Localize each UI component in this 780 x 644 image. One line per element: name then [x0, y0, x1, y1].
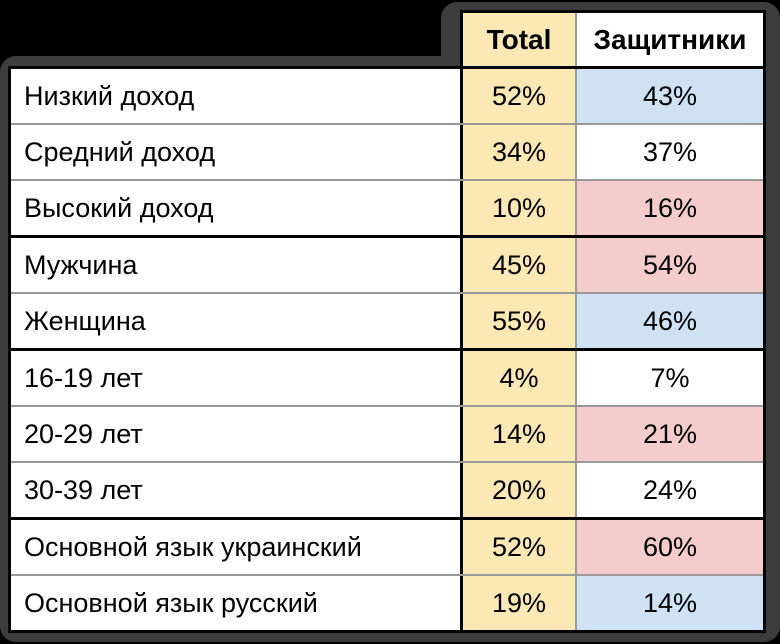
table-row: 20-29 лет 14% 21%: [11, 405, 763, 461]
row-label: 16-19 лет: [11, 351, 460, 405]
table-row: Женщина 55% 46%: [11, 292, 763, 348]
defenders-value: 43%: [575, 69, 763, 123]
row-label: Женщина: [11, 294, 460, 348]
table-row: Основной язык украинский 52% 60%: [11, 517, 763, 574]
table-row: Основной язык русский 19% 14%: [11, 574, 763, 630]
total-value: 34%: [460, 125, 575, 179]
total-value: 14%: [460, 407, 575, 461]
row-label: 20-29 лет: [11, 407, 460, 461]
total-value: 55%: [460, 294, 575, 348]
defenders-value: 60%: [575, 520, 763, 574]
row-label: 30-39 лет: [11, 463, 460, 517]
row-label: Низкий доход: [11, 69, 460, 123]
defenders-value: 54%: [575, 238, 763, 292]
total-value: 4%: [460, 351, 575, 405]
row-label: Основной язык русский: [11, 576, 460, 630]
header-cell-defenders: Защитники: [575, 13, 763, 66]
total-value: 10%: [460, 181, 575, 235]
table-row: Средний доход 34% 37%: [11, 123, 763, 179]
defenders-value: 24%: [575, 463, 763, 517]
total-value: 52%: [460, 69, 575, 123]
defenders-value: 46%: [575, 294, 763, 348]
data-table: Низкий доход 52% 43% Средний доход 34% 3…: [8, 66, 766, 633]
defenders-value: 37%: [575, 125, 763, 179]
total-value: 20%: [460, 463, 575, 517]
defenders-value: 14%: [575, 576, 763, 630]
defenders-value: 21%: [575, 407, 763, 461]
table-row: Высокий доход 10% 16%: [11, 179, 763, 235]
table-header-row: Total Защитники: [460, 10, 766, 69]
row-label: Основной язык украинский: [11, 520, 460, 574]
table-row: Мужчина 45% 54%: [11, 235, 763, 292]
header-cell-total: Total: [463, 13, 575, 66]
table-row: 30-39 лет 20% 24%: [11, 461, 763, 517]
table-row: 16-19 лет 4% 7%: [11, 348, 763, 405]
defenders-value: 7%: [575, 351, 763, 405]
row-label: Средний доход: [11, 125, 460, 179]
total-value: 45%: [460, 238, 575, 292]
total-value: 19%: [460, 576, 575, 630]
total-value: 52%: [460, 520, 575, 574]
row-label: Высокий доход: [11, 181, 460, 235]
defenders-value: 16%: [575, 181, 763, 235]
table-row: Низкий доход 52% 43%: [11, 69, 763, 123]
row-label: Мужчина: [11, 238, 460, 292]
